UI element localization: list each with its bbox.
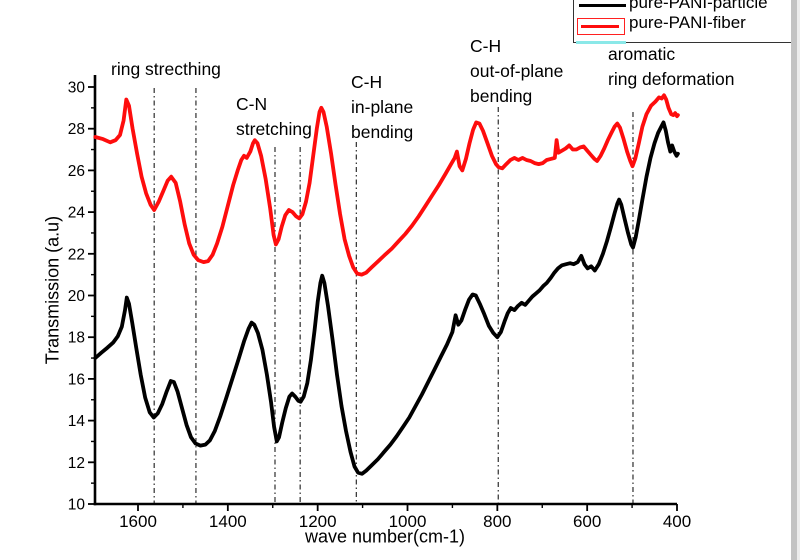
x-tick-label: 1400	[209, 512, 247, 531]
x-tick-label: 600	[573, 512, 601, 531]
annotation-ring-stretching: ring strecthing	[111, 59, 221, 79]
y-tick-label: 20	[68, 288, 86, 305]
x-tick-label: 400	[663, 512, 691, 531]
x-tick-label: 1200	[299, 512, 337, 531]
window-right-edge-highlight	[797, 0, 800, 560]
x-axis-title: wave number(cm-1)	[304, 526, 466, 547]
y-tick-label: 10	[68, 497, 86, 514]
legend-swatch-third	[576, 41, 626, 44]
annotation-ch-outofplane-bending: C-H out-of-plane bending	[470, 36, 564, 106]
x-tick-label: 1000	[389, 512, 427, 531]
y-tick-label: 14	[68, 413, 86, 430]
window-right-edge	[791, 0, 797, 560]
legend-label-particle[interactable]: pure-PANI-particle	[629, 0, 768, 12]
legend-selection-box	[577, 18, 625, 35]
legend[interactable]: pure-PANI-particle pure-PANI-fiber	[573, 0, 797, 44]
y-tick-label: 24	[68, 205, 86, 222]
y-tick-label: 26	[68, 163, 85, 180]
annotation-cn-stretching: C-N stretching	[236, 94, 312, 139]
y-tick-label: 18	[68, 330, 85, 347]
y-tick-label: 28	[68, 121, 85, 138]
y-tick-label: 12	[68, 455, 85, 472]
series-pure-PANI-fiber	[93, 93, 680, 277]
x-tick-label: 1600	[119, 512, 157, 531]
legend-swatch-fiber	[581, 25, 619, 28]
y-tick-label: 30	[68, 80, 86, 97]
annotation-aromatic-ring-deformation: aromatic ring deformation	[608, 44, 735, 89]
y-tick-label: 16	[68, 371, 85, 388]
legend-swatch-particle	[579, 4, 626, 7]
y-axis-title: Transmission (a.u)	[42, 215, 63, 365]
y-tick-label: 22	[68, 246, 85, 263]
legend-label-fiber[interactable]: pure-PANI-fiber	[629, 13, 746, 32]
x-tick-label: 800	[483, 512, 511, 531]
series-pure-PANI-particle	[93, 120, 680, 476]
annotation-ch-inplane-bending: C-H in-plane bending	[351, 72, 414, 142]
